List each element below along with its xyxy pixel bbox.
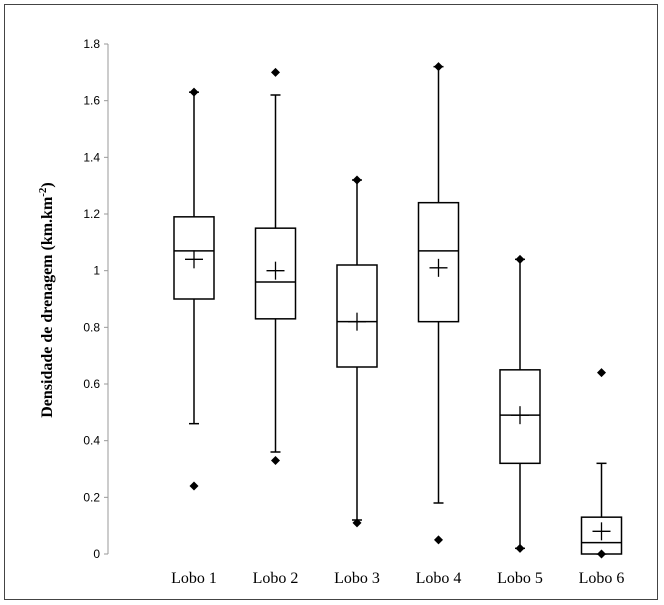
x-category-label: Lobo 5 <box>497 570 543 587</box>
y-axis: 0 0.2 0.4 0.6 0.8 1 1.2 1.4 1.6 1.8 <box>83 37 109 561</box>
outlier-point <box>189 481 199 491</box>
box-group <box>173 87 215 491</box>
plot-area <box>173 62 623 559</box>
outlier-point <box>271 67 280 77</box>
y-tick-label: 1.6 <box>83 94 100 108</box>
x-axis-labels: Lobo 1 Lobo 2 Lobo 3 Lobo 4 Lobo 5 Lobo 6 <box>171 570 624 587</box>
box-group <box>499 254 541 553</box>
x-category-label: Lobo 4 <box>416 570 462 587</box>
x-category-label: Lobo 2 <box>253 570 299 587</box>
box-group <box>580 368 623 559</box>
y-axis-title: Densidade de drenagem (km.km-2) <box>37 182 56 418</box>
outlier-point <box>515 254 525 264</box>
x-category-label: Lobo 1 <box>171 570 217 587</box>
box-group <box>417 62 460 545</box>
x-category-label: Lobo 3 <box>334 570 380 587</box>
y-tick-label: 0.8 <box>83 320 100 334</box>
y-tick-label: 1.2 <box>83 207 100 221</box>
x-category-label: Lobo 6 <box>579 570 625 587</box>
outlier-point <box>271 456 280 465</box>
y-tick-label: 0.2 <box>83 490 100 504</box>
y-tick-label: 1.4 <box>83 150 100 164</box>
outlier-point <box>189 87 199 97</box>
y-tick-label: 0 <box>93 547 100 561</box>
y-tick-label: 1.8 <box>83 37 100 51</box>
outlier-point <box>434 62 443 72</box>
outlier-point <box>352 518 362 528</box>
y-tick-label: 0.4 <box>83 434 100 448</box>
outlier-point <box>352 175 362 185</box>
outlier-point <box>597 368 606 378</box>
box-group <box>254 67 297 465</box>
chart-frame <box>4 4 658 600</box>
outlier-point <box>515 543 525 553</box>
y-tick-label: 0.6 <box>83 377 100 391</box>
box-group <box>336 175 378 528</box>
y-tick-label: 1 <box>93 264 100 278</box>
outlier-point <box>597 549 606 559</box>
outlier-point <box>434 535 443 545</box>
